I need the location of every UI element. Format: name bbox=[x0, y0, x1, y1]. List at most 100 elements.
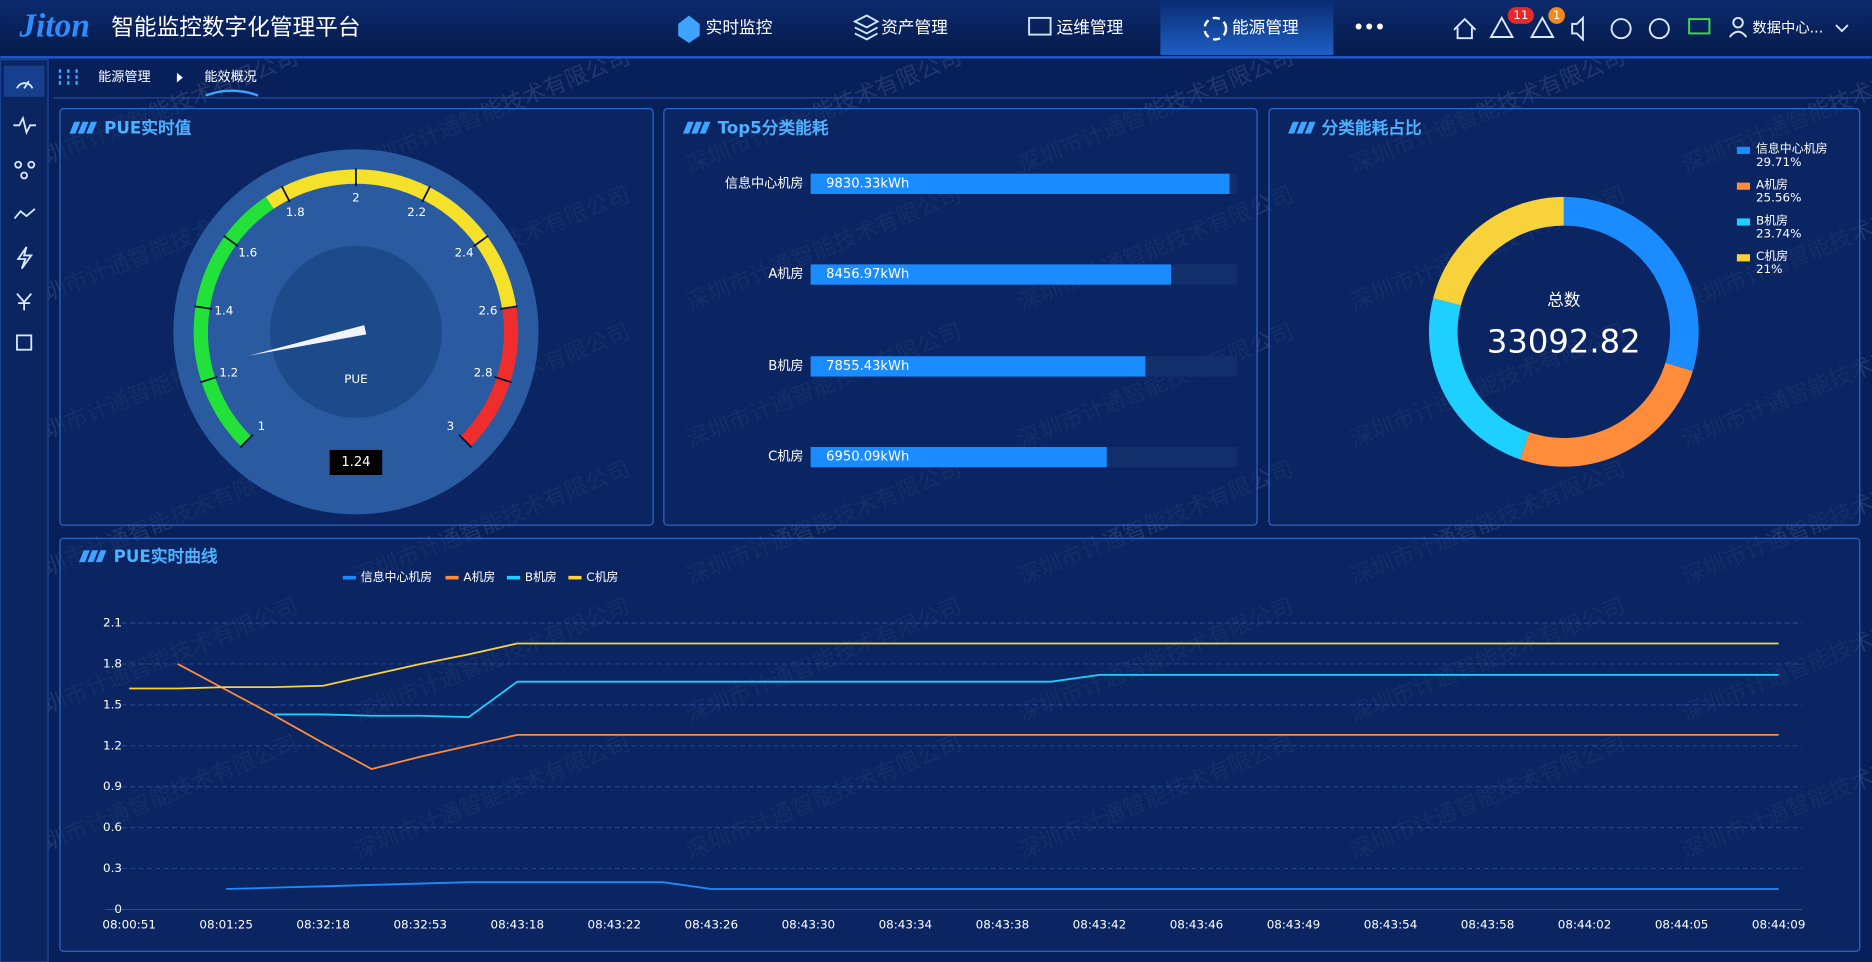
bar bbox=[810, 173, 1230, 194]
gauge-tick bbox=[223, 234, 239, 247]
gauge-tick-label: 3 bbox=[447, 419, 455, 433]
gauge-tick bbox=[421, 185, 431, 203]
bar-value-label: 7855.43kWh bbox=[826, 359, 909, 374]
gauge-tick bbox=[494, 375, 512, 384]
center-total: 33092.82 bbox=[1487, 323, 1641, 361]
bar-value-label: 9830.33kWh bbox=[826, 176, 909, 191]
x-tick-label: 08:43:46 bbox=[1170, 918, 1224, 932]
user-name[interactable]: 数据中心... bbox=[1752, 20, 1823, 37]
y-tick-label: 0.9 bbox=[103, 779, 122, 793]
x-tick-label: 08:43:22 bbox=[588, 918, 642, 932]
value-box bbox=[329, 449, 383, 476]
legend-swatch bbox=[1736, 218, 1750, 226]
x-tick-label: 08:43:54 bbox=[1364, 918, 1418, 932]
app-title: 智能监控数字化管理平台 bbox=[111, 15, 360, 41]
x-tick-label: 08:43:26 bbox=[685, 918, 739, 932]
nav-item[interactable]: 资产管理 bbox=[881, 17, 948, 37]
y-tick-label: 2.1 bbox=[103, 616, 122, 630]
line-series bbox=[226, 881, 1779, 890]
gauge-tick bbox=[239, 434, 254, 449]
panel-title: PUE实时值 bbox=[104, 117, 192, 137]
sidebar-icons[interactable] bbox=[3, 65, 45, 351]
bar bbox=[810, 446, 1107, 468]
nav-icon bbox=[852, 14, 880, 41]
gauge-tick bbox=[194, 305, 213, 310]
gauge-tick-label: 2 bbox=[352, 191, 360, 205]
bar-category: C机房 bbox=[768, 449, 803, 465]
panel-title: PUE实时曲线 bbox=[114, 546, 218, 566]
gauge-label: PUE bbox=[344, 372, 367, 386]
line-series bbox=[177, 663, 1779, 770]
pie-slice bbox=[1520, 362, 1693, 467]
nav-item[interactable]: 能源管理 bbox=[1232, 17, 1299, 37]
nav-item[interactable]: 运维管理 bbox=[1057, 17, 1124, 37]
breadcrumb-icon bbox=[58, 69, 78, 86]
nav-more[interactable]: ••• bbox=[1353, 17, 1385, 37]
nav-active-bg bbox=[1160, 0, 1334, 55]
breadcrumb-sep bbox=[176, 72, 183, 83]
breadcrumb-active bbox=[205, 89, 259, 97]
center-label: 总数 bbox=[1547, 289, 1581, 309]
x-tick-label: 08:43:18 bbox=[491, 918, 545, 932]
breadcrumb-item[interactable]: 能源管理 bbox=[98, 69, 150, 85]
legend-label: B机房 bbox=[1756, 213, 1788, 227]
panel-title: Top5分类能耗 bbox=[718, 117, 829, 137]
gauge-tick-label: 1.6 bbox=[238, 246, 257, 260]
gauge-tick-label: 2.6 bbox=[478, 303, 497, 317]
pie-slice bbox=[1433, 196, 1564, 306]
gauge-tick-label: 1.8 bbox=[286, 205, 305, 219]
y-tick-label: 1.5 bbox=[103, 697, 122, 711]
legend-swatch bbox=[1736, 182, 1750, 190]
badge bbox=[1507, 7, 1534, 24]
x-tick-label: 08:44:02 bbox=[1558, 918, 1612, 932]
x-tick-label: 08:43:34 bbox=[879, 918, 933, 932]
x-tick-label: 08:32:18 bbox=[296, 918, 350, 932]
gauge-band bbox=[193, 196, 274, 447]
nav-icon bbox=[1203, 16, 1228, 41]
pie-slice bbox=[1428, 298, 1530, 460]
bar-category: A机房 bbox=[768, 266, 803, 282]
badge bbox=[1548, 7, 1565, 24]
nav-icon bbox=[678, 15, 700, 43]
legend-label: 信息中心机房 bbox=[361, 570, 433, 584]
y-tick-label: 0.6 bbox=[103, 820, 122, 834]
x-tick-label: 08:44:09 bbox=[1752, 918, 1806, 932]
y-tick-label: 0 bbox=[114, 902, 122, 916]
legend-label: A机房 bbox=[463, 570, 495, 584]
breadcrumb-item: 能效概况 bbox=[204, 69, 256, 85]
gauge-value: 1.24 bbox=[341, 455, 370, 470]
gauge-tick bbox=[499, 305, 518, 310]
bar-category: B机房 bbox=[768, 358, 803, 374]
bar-value-label: 8456.97kWh bbox=[826, 267, 909, 282]
sidebar bbox=[0, 59, 49, 962]
y-tick-label: 1.2 bbox=[103, 738, 122, 752]
x-tick-label: 08:43:30 bbox=[782, 918, 836, 932]
gauge-tick-label: 2.2 bbox=[407, 205, 426, 219]
gauge-tick-label: 1.2 bbox=[219, 366, 238, 380]
bar bbox=[810, 264, 1172, 285]
line-series bbox=[129, 642, 1779, 690]
legend-label: A机房 bbox=[1756, 178, 1788, 192]
x-tick-label: 08:00:51 bbox=[102, 918, 156, 932]
nav-item[interactable]: 实时监控 bbox=[706, 17, 773, 37]
y-tick-label: 1.8 bbox=[103, 656, 122, 670]
gauge-needle bbox=[248, 325, 367, 356]
legend-label: B机房 bbox=[525, 570, 557, 584]
x-tick-label: 08:43:38 bbox=[976, 918, 1030, 932]
legend-swatch bbox=[1736, 146, 1750, 154]
legend-label: C机房 bbox=[586, 570, 618, 584]
legend-value: 21% bbox=[1756, 262, 1783, 276]
gauge-tick-label: 1 bbox=[258, 419, 266, 433]
gauge-tick bbox=[280, 185, 291, 203]
logo: Jiton bbox=[18, 7, 90, 44]
panel-title: 分类能耗占比 bbox=[1322, 117, 1422, 137]
legend-value: 25.56% bbox=[1756, 191, 1801, 205]
gauge-tick bbox=[458, 434, 473, 449]
badge-count: 1 bbox=[1553, 8, 1561, 22]
gauge-tick bbox=[473, 234, 489, 247]
legend-value: 29.71% bbox=[1756, 155, 1801, 169]
x-tick-label: 08:43:42 bbox=[1073, 918, 1127, 932]
legend-label: 信息中心机房 bbox=[1756, 142, 1828, 156]
